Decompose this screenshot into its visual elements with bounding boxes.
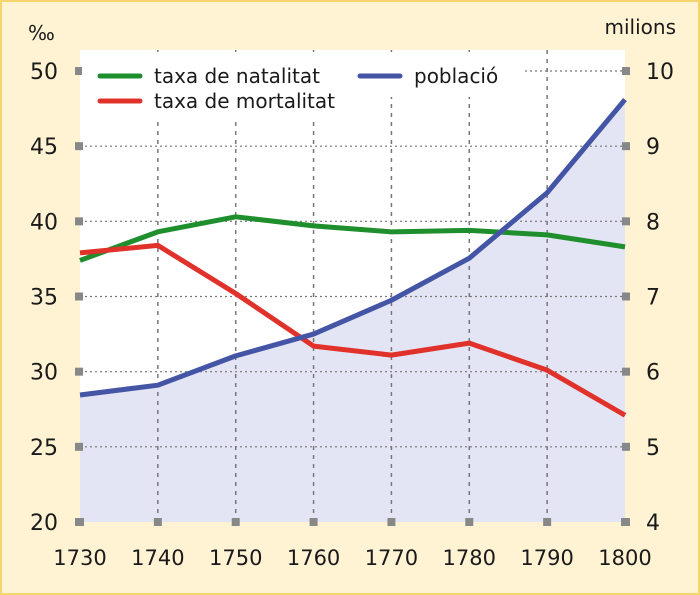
left-tick-label: 50 bbox=[30, 60, 58, 85]
x-tick-mark bbox=[621, 518, 629, 526]
right-tick-mark bbox=[622, 142, 630, 151]
series-line-1 bbox=[79, 242, 627, 418]
legend-label-1: taxa de mortalitat bbox=[154, 89, 335, 113]
right-tick-label: 8 bbox=[646, 210, 660, 235]
legend-background bbox=[82, 52, 322, 122]
x-tick-label: 1800 bbox=[598, 546, 651, 570]
left-tick-mark bbox=[75, 217, 83, 226]
x-tick-label: 1750 bbox=[209, 546, 262, 570]
x-tick-label: 1740 bbox=[131, 546, 184, 570]
right-tick-mark bbox=[622, 292, 630, 301]
right-tick-label: 7 bbox=[646, 286, 660, 311]
left-tick-label: 45 bbox=[30, 135, 58, 160]
x-tick-mark bbox=[231, 518, 240, 526]
x-tick-label: 1730 bbox=[53, 546, 106, 570]
right-tick-label: 4 bbox=[646, 511, 660, 536]
left-tick-mark bbox=[75, 442, 83, 451]
left-axis-label: ‰ bbox=[28, 21, 55, 45]
left-tick-label: 20 bbox=[30, 511, 58, 536]
right-tick-label: 6 bbox=[646, 361, 660, 386]
x-tick-mark bbox=[309, 518, 318, 526]
legend-label-2: població bbox=[414, 64, 498, 88]
left-tick-label: 40 bbox=[30, 210, 58, 235]
right-tick-label: 5 bbox=[646, 436, 660, 461]
left-tick-label: 35 bbox=[30, 286, 58, 311]
left-tick-label: 25 bbox=[30, 436, 58, 461]
right-tick-mark bbox=[622, 67, 630, 75]
x-tick-label: 1790 bbox=[520, 546, 573, 570]
left-tick-label: 30 bbox=[30, 361, 58, 386]
left-tick-mark bbox=[75, 292, 83, 301]
x-tick-mark bbox=[465, 518, 474, 526]
x-tick-label: 1780 bbox=[443, 546, 496, 570]
right-tick-mark bbox=[622, 442, 630, 451]
legend-label-0: taxa de natalitat bbox=[154, 64, 320, 88]
series-line-0 bbox=[79, 214, 626, 263]
left-tick-mark bbox=[75, 367, 83, 376]
x-tick-mark bbox=[153, 518, 162, 526]
right-axis-label: milions bbox=[605, 15, 676, 39]
right-tick-mark bbox=[622, 367, 630, 376]
x-tick-label: 1770 bbox=[365, 546, 418, 570]
x-tick-label: 1760 bbox=[287, 546, 340, 570]
x-tick-mark bbox=[387, 518, 396, 526]
right-tick-mark bbox=[622, 217, 630, 226]
right-tick-label: 10 bbox=[646, 60, 674, 85]
right-tick-label: 9 bbox=[646, 135, 660, 160]
x-tick-mark bbox=[76, 518, 84, 526]
population-area-fill bbox=[80, 99, 625, 523]
x-tick-mark bbox=[543, 518, 552, 526]
left-tick-mark bbox=[75, 67, 83, 75]
left-tick-mark bbox=[75, 142, 83, 151]
series-line-2 bbox=[79, 97, 627, 398]
legend-background bbox=[322, 52, 522, 97]
